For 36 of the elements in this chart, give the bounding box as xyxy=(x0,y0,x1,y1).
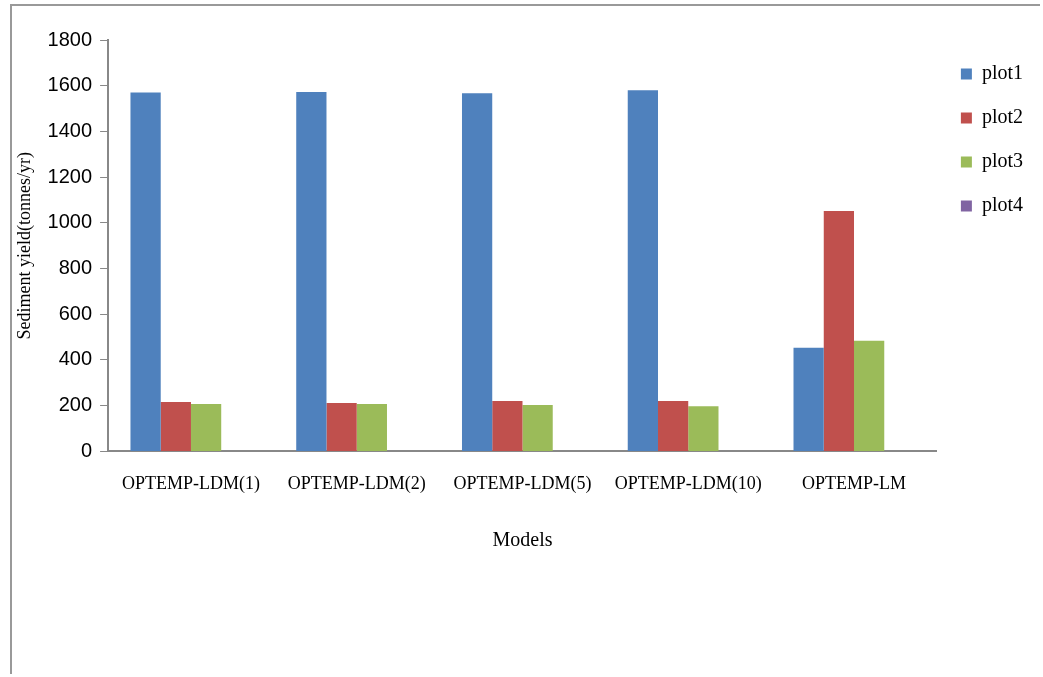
bar xyxy=(160,402,191,451)
bar xyxy=(190,404,222,451)
y-tick-label: 1800 xyxy=(47,27,93,50)
bar xyxy=(296,92,327,451)
bar xyxy=(461,93,493,451)
y-tick-label: 0 xyxy=(80,438,93,461)
x-tick-label: OPTEMP-LDM(5) xyxy=(453,472,592,494)
y-tick-label: 200 xyxy=(58,393,93,416)
bar xyxy=(492,401,523,451)
x-axis-title: Models xyxy=(492,528,553,551)
y-tick-label: 800 xyxy=(58,256,93,279)
x-tick-label: OPTEMP-LDM(10) xyxy=(614,472,762,494)
bar xyxy=(356,404,387,451)
x-tick-label: OPTEMP-LM xyxy=(802,472,907,493)
y-tick-label: 600 xyxy=(58,301,93,324)
bar xyxy=(522,405,553,451)
y-tick-label: 400 xyxy=(58,347,93,370)
bar xyxy=(658,401,689,451)
legend-label: plot1 xyxy=(981,61,1024,85)
x-tick-label: OPTEMP-LDM(2) xyxy=(287,472,426,494)
bar xyxy=(793,347,824,451)
y-tick-label: 1000 xyxy=(47,210,93,233)
bar xyxy=(627,90,658,451)
legend-label: plot2 xyxy=(981,105,1024,129)
y-tick-label: 1200 xyxy=(47,164,93,187)
bar xyxy=(688,406,719,451)
bar xyxy=(823,210,855,451)
legend-label: plot3 xyxy=(981,149,1024,173)
legend-label: plot4 xyxy=(981,193,1024,217)
y-tick-label: 1600 xyxy=(47,73,93,96)
bar xyxy=(326,402,357,451)
bar xyxy=(130,92,161,451)
bar xyxy=(854,340,885,451)
y-tick-label: 1400 xyxy=(47,118,93,141)
x-tick-label: OPTEMP-LDM(1) xyxy=(121,472,260,494)
y-axis-title: Sediment yield(tonnes/yr) xyxy=(13,151,35,340)
